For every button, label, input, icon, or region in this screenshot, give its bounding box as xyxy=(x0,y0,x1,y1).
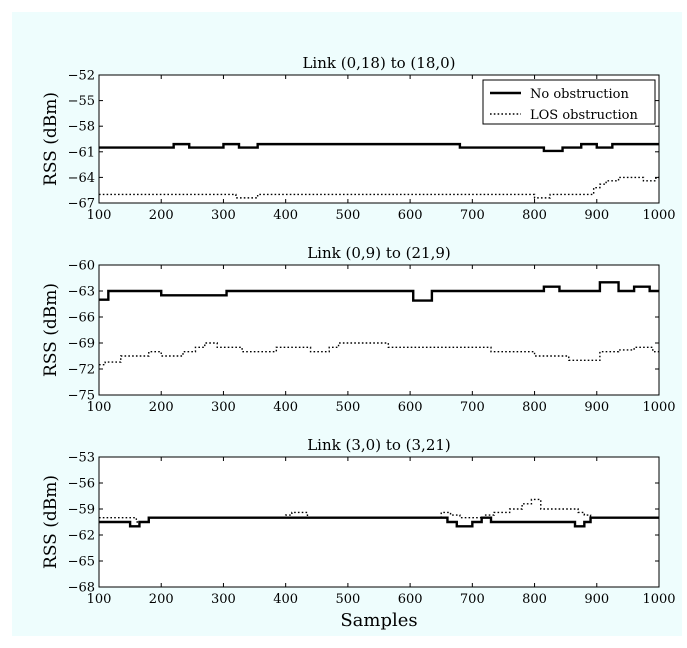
y-tick-label: −53 xyxy=(68,451,95,466)
series-los-obstruction-line xyxy=(99,176,659,199)
x-tick-label: 900 xyxy=(584,208,609,223)
series-los-obstruction-line xyxy=(99,342,659,366)
x-tick-label: 500 xyxy=(335,400,360,415)
x-tick-label: 400 xyxy=(273,208,298,223)
x-tick-label: 1000 xyxy=(642,400,675,415)
series-los-obstruction-line xyxy=(99,498,659,523)
y-tick-label: −68 xyxy=(68,581,95,596)
y-tick-label: −55 xyxy=(68,94,95,109)
plot-area xyxy=(98,264,660,396)
x-tick-label: 700 xyxy=(460,208,485,223)
y-axis-label: RSS (dBm) xyxy=(41,475,61,569)
chart-title: Link (0,9) to (21,9) xyxy=(307,244,451,262)
chart-panel-3: Link (3,0) to (3,21) RSS (dBm) 100 200 300 40… xyxy=(41,436,676,607)
y-tick-label: −63 xyxy=(68,285,95,300)
x-tick-label: 100 xyxy=(87,208,112,223)
x-tick-label: 300 xyxy=(211,592,236,607)
x-tick-label: 200 xyxy=(149,592,174,607)
chart-panel-2: Link (0,9) to (21,9) RSS (dBm) 100 200 300 40… xyxy=(41,244,676,415)
series-no-obstruction-line xyxy=(99,516,659,528)
x-tick-label: 300 xyxy=(211,400,236,415)
y-tick-label: −60 xyxy=(68,259,95,274)
legend-box xyxy=(482,79,656,125)
chart-panel-1: Link (0,18) to (18,0) RSS (dBm) 100 200 300 4… xyxy=(41,54,676,223)
x-tick-label: 600 xyxy=(398,400,423,415)
x-tick-label: 900 xyxy=(584,592,609,607)
x-tick-label: 500 xyxy=(335,208,360,223)
series-no-obstruction-line xyxy=(99,142,659,153)
chart-title: Link (0,18) to (18,0) xyxy=(302,54,455,72)
y-axis-label: RSS (dBm) xyxy=(41,92,61,186)
x-tick-label: 1000 xyxy=(642,592,675,607)
chart-title: Link (3,0) to (3,21) xyxy=(307,436,451,454)
y-tick-label: −62 xyxy=(68,529,95,544)
series-no-obstruction-line xyxy=(99,281,659,302)
y-tick-label: −56 xyxy=(68,477,95,492)
legend-label: LOS obstruction xyxy=(530,108,638,123)
y-tick-label: −75 xyxy=(68,389,95,404)
y-tick-label: −67 xyxy=(68,197,95,212)
y-tick-label: −61 xyxy=(68,145,95,160)
x-tick-label: 600 xyxy=(398,208,423,223)
x-tick-label: 1000 xyxy=(642,208,675,223)
y-tick-label: −65 xyxy=(68,555,95,570)
x-tick-label: 100 xyxy=(87,400,112,415)
y-tick-label: −52 xyxy=(68,69,95,84)
x-tick-label: 100 xyxy=(87,592,112,607)
y-tick-label: −58 xyxy=(68,120,95,135)
x-axis-label: Samples xyxy=(340,610,417,631)
y-axis-label: RSS (dBm) xyxy=(41,283,61,377)
x-tick-label: 900 xyxy=(584,400,609,415)
x-tick-label: 400 xyxy=(273,400,298,415)
y-tick-label: −66 xyxy=(68,311,95,326)
legend: No obstruction LOS obstruction xyxy=(482,79,656,125)
x-tick-label: 200 xyxy=(149,400,174,415)
y-tick-label: −72 xyxy=(68,363,95,378)
x-tick-label: 500 xyxy=(335,592,360,607)
x-tick-label: 400 xyxy=(273,592,298,607)
y-tick-label: −59 xyxy=(68,503,95,518)
x-tick-label: 700 xyxy=(460,592,485,607)
x-tick-label: 800 xyxy=(522,400,547,415)
y-tick-label: −69 xyxy=(68,337,95,352)
x-tick-label: 700 xyxy=(460,400,485,415)
x-tick-label: 600 xyxy=(398,592,423,607)
y-tick-label: −64 xyxy=(68,171,95,186)
legend-label: No obstruction xyxy=(530,87,629,102)
x-tick-label: 200 xyxy=(149,208,174,223)
x-tick-label: 800 xyxy=(522,592,547,607)
x-tick-label: 800 xyxy=(522,208,547,223)
x-tick-label: 300 xyxy=(211,208,236,223)
